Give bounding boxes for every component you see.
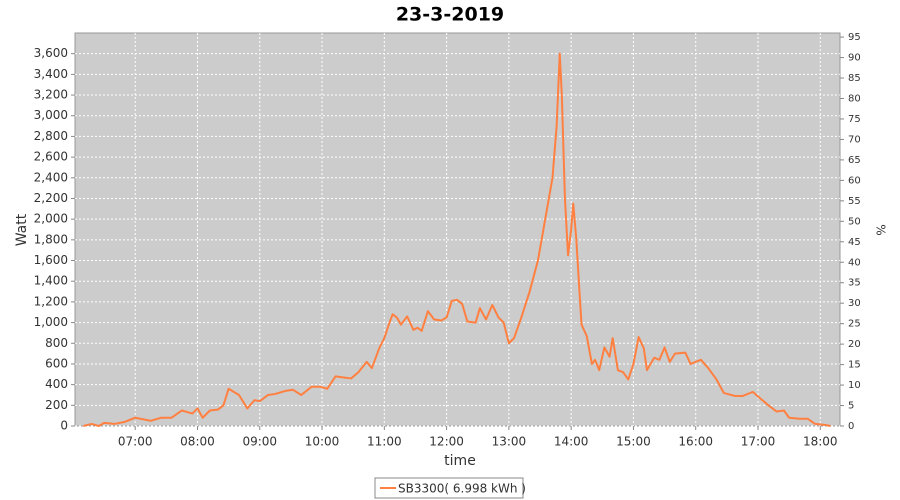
y2-tick-label: 90 (848, 53, 861, 64)
y2-tick-label: 40 (848, 257, 861, 268)
y-tick-label: 3,400 (34, 67, 68, 81)
y2-tick-label: 70 (848, 134, 861, 145)
x-tick-label: 14:00 (554, 435, 589, 449)
y-tick-label: 1,400 (34, 274, 68, 288)
y2-tick-label: 25 (848, 319, 861, 330)
x-tick-label: 09:00 (242, 435, 277, 449)
y-tick-label: 1,800 (34, 232, 68, 246)
y2-tick-label: 65 (848, 155, 861, 166)
y2-tick-label: 20 (848, 339, 861, 350)
x-tick-label: 11:00 (367, 435, 402, 449)
y2-tick-label: 15 (848, 360, 861, 371)
legend-label: SB3300( 6.998 kWh ) (398, 482, 526, 496)
chart-title: 23-3-2019 (396, 4, 504, 26)
series-line (83, 52, 831, 427)
x-axis-label: time (444, 453, 476, 469)
x-tick-label: 16:00 (678, 435, 713, 449)
legend (374, 477, 524, 499)
y-tick-label: 3,200 (34, 88, 68, 102)
y-tick-label: 2,600 (34, 150, 68, 164)
y2-tick-label: 35 (848, 278, 861, 289)
x-tick-label: 15:00 (616, 435, 651, 449)
y2-tick-label: 45 (848, 237, 861, 248)
y2-tick-label: 80 (848, 94, 861, 105)
y2-tick-label: 5 (848, 401, 854, 412)
x-tick-label: 10:00 (305, 435, 340, 449)
y-tick-label: 1,000 (34, 315, 68, 329)
y-axis-label: Watt (14, 213, 30, 246)
y-tick-label: 1,200 (34, 294, 68, 308)
y-tick-label: 2,000 (34, 212, 68, 226)
y-tick-label: 3,000 (34, 108, 68, 122)
y2-tick-label: 30 (848, 298, 861, 309)
y-tick-label: 3,600 (34, 46, 68, 60)
y-tick-label: 2,800 (34, 129, 68, 143)
y2-tick-label: 85 (848, 73, 861, 84)
x-tick-label: 07:00 (118, 435, 153, 449)
y-tick-label: 600 (45, 356, 68, 370)
y2-axis-label: % (874, 224, 888, 235)
x-tick-label: 12:00 (429, 435, 464, 449)
y-tick-label: 1,600 (34, 253, 68, 267)
y-tick-label: 0 (60, 419, 68, 433)
y2-tick-label: 75 (848, 114, 861, 125)
y2-tick-label: 60 (848, 175, 861, 186)
plot-area (74, 32, 841, 427)
y-tick-label: 2,400 (34, 170, 68, 184)
y2-tick-label: 95 (848, 32, 861, 43)
x-tick-label: 18:00 (803, 435, 838, 449)
y2-tick-label: 10 (848, 380, 861, 391)
x-tick-label: 08:00 (180, 435, 215, 449)
y-tick-label: 200 (45, 398, 68, 412)
y2-tick-label: 55 (848, 196, 861, 207)
y-tick-label: 2,200 (34, 191, 68, 205)
y2-tick-label: 0 (848, 421, 854, 432)
x-tick-label: 17:00 (741, 435, 776, 449)
y2-tick-label: 50 (848, 216, 861, 227)
x-tick-label: 13:00 (492, 435, 527, 449)
y-tick-label: 400 (45, 377, 68, 391)
y-tick-label: 800 (45, 336, 68, 350)
